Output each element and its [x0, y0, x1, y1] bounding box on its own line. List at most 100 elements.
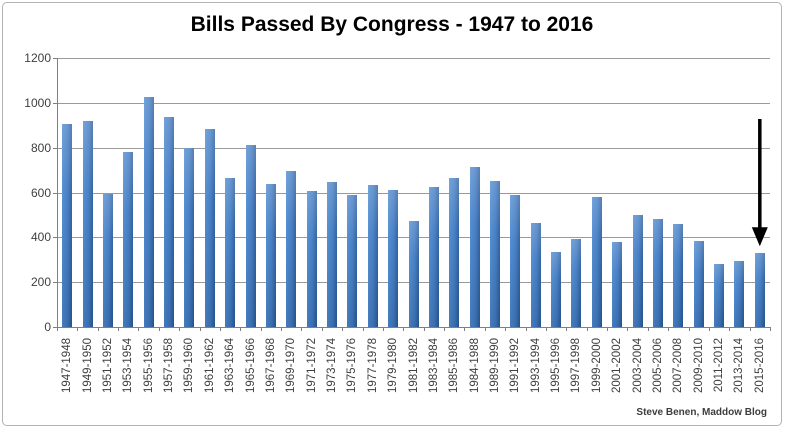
x-axis-tick — [321, 327, 323, 331]
y-axis-tick — [53, 327, 57, 328]
x-tick-label-text: 1985-1986 — [448, 338, 461, 393]
bar — [632, 215, 643, 327]
x-tick-label-text: 1981-1982 — [407, 338, 420, 393]
y-tick-label: 200 — [30, 275, 51, 289]
x-tick-label-text: 1963-1964 — [224, 338, 237, 393]
x-tick-label-text: 1955-1956 — [142, 338, 155, 393]
x-axis-tick — [118, 327, 120, 331]
bar — [530, 222, 541, 327]
bar — [408, 220, 419, 327]
x-tick-label-text: 1967-1968 — [264, 338, 277, 393]
x-axis-tick — [281, 327, 283, 331]
bar — [62, 123, 73, 327]
y-axis-tick — [53, 193, 57, 194]
x-axis-tick — [382, 327, 384, 331]
x-tick-label-text: 2011-2012 — [713, 338, 726, 393]
bar — [102, 193, 113, 327]
x-tick-label-text: 1969-1970 — [285, 338, 298, 393]
bar — [734, 260, 745, 327]
x-tick-label-text: 1993-1994 — [529, 338, 542, 393]
x-axis-tick — [138, 327, 140, 331]
bar — [164, 117, 175, 327]
x-axis-tick — [566, 327, 568, 331]
attribution-text: Steve Benen, Maddow Blog — [636, 407, 767, 418]
bar — [184, 147, 195, 327]
gridline — [57, 103, 770, 104]
bar — [367, 185, 378, 327]
bar — [652, 218, 663, 327]
bar — [469, 167, 480, 327]
bar — [245, 145, 256, 327]
bar — [327, 181, 337, 327]
gridline — [57, 193, 770, 194]
bar — [428, 187, 439, 327]
y-axis-line — [57, 58, 58, 327]
x-tick-label-text: 1979-1980 — [387, 338, 400, 393]
bar — [510, 194, 521, 327]
bar — [265, 183, 276, 327]
x-axis-tick — [342, 327, 344, 331]
x-tick-label-text: 1965-1966 — [244, 338, 257, 393]
x-tick-label-text: 2005-2006 — [651, 338, 664, 393]
x-axis-tick — [647, 327, 649, 331]
x-axis-tick — [607, 327, 609, 331]
x-tick-label-text: 1991-1992 — [509, 338, 522, 393]
x-axis-tick — [219, 327, 221, 331]
x-tick-label-text: 1961-1962 — [203, 338, 216, 393]
x-tick-label-text: 1989-1990 — [488, 338, 501, 393]
x-tick-label-text: 1959-1960 — [183, 338, 196, 393]
x-axis-tick — [770, 327, 771, 331]
x-axis-tick — [627, 327, 629, 331]
x-tick-label-text: 2013-2014 — [733, 338, 746, 393]
x-axis-tick — [505, 327, 507, 331]
x-axis-tick — [729, 327, 731, 331]
bar — [143, 96, 154, 327]
x-tick-label-text: 1983-1984 — [427, 338, 440, 393]
bar — [693, 241, 704, 327]
bar — [388, 189, 399, 327]
y-axis-tick — [53, 148, 57, 149]
x-axis-tick — [749, 327, 751, 331]
x-axis-tick — [444, 327, 446, 331]
x-axis-tick — [57, 327, 58, 331]
x-tick-label-text: 2001-2002 — [611, 338, 624, 393]
y-tick-label: 400 — [30, 230, 51, 244]
x-tick-label-text: 2003-2004 — [631, 338, 644, 393]
x-axis-tick — [668, 327, 670, 331]
y-tick-label: 1000 — [24, 96, 51, 110]
x-axis-tick — [301, 327, 303, 331]
y-axis-tick — [53, 237, 57, 238]
x-tick-label-text: 1949-1950 — [81, 338, 94, 393]
x-axis-tick — [179, 327, 181, 331]
bar — [82, 120, 93, 327]
bar — [571, 238, 582, 327]
x-axis-tick — [708, 327, 710, 331]
x-tick-label-text: 1975-1976 — [346, 338, 359, 393]
x-axis-tick — [403, 327, 405, 331]
x-tick-label-text: 1977-1978 — [366, 338, 379, 393]
x-tick-label-text: 2015-2016 — [753, 338, 766, 393]
y-axis-tick — [53, 103, 57, 104]
bar — [714, 263, 725, 327]
x-tick-label-text: 1995-1996 — [550, 338, 563, 393]
x-axis-tick — [240, 327, 242, 331]
bar — [754, 253, 765, 327]
bar — [225, 177, 236, 327]
y-axis-tick — [53, 58, 57, 59]
x-tick-label-text: 1953-1954 — [122, 338, 135, 393]
x-tick-label-text: 1971-1972 — [305, 338, 318, 393]
x-axis-tick — [97, 327, 99, 331]
y-tick-label: 600 — [30, 186, 51, 200]
x-tick-label-text: 1973-1974 — [326, 338, 338, 393]
y-tick-label: 1200 — [24, 51, 51, 65]
x-tick-label-text: 1951-1952 — [101, 338, 114, 393]
x-axis-tick — [158, 327, 160, 331]
x-tick-label-text: 2009-2010 — [692, 338, 705, 393]
bar — [286, 171, 297, 327]
x-axis-tick — [423, 327, 425, 331]
x-axis-tick — [586, 327, 588, 331]
x-axis-tick — [362, 327, 364, 331]
x-axis-tick — [260, 327, 262, 331]
x-axis-line — [57, 327, 770, 328]
